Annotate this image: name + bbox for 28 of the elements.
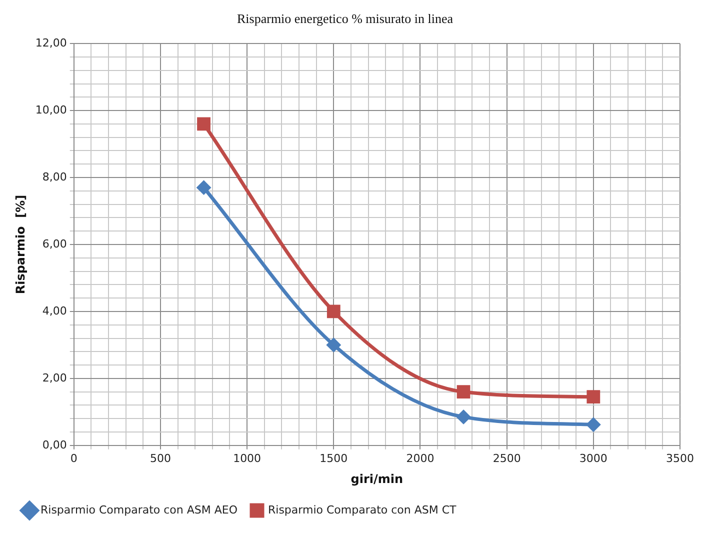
x-tick-label: 3500 [666, 452, 694, 465]
point [456, 385, 470, 399]
y-tick-label: 10,00 [35, 103, 67, 116]
point [456, 410, 470, 424]
x-tick-label: 2500 [492, 452, 521, 465]
x-tick-label: 3000 [579, 452, 608, 465]
y-axis-title: Risparmio [%] [13, 194, 28, 294]
y-tick-label: 8,00 [42, 170, 67, 184]
y-tick-label: 6,00 [42, 237, 67, 250]
legend-label: Risparmio Comparato con ASM CT [268, 503, 457, 516]
x-axis-title: giri/min [350, 472, 404, 486]
x-tick-label: 1000 [233, 452, 262, 465]
point [586, 390, 600, 404]
chart-title: Risparmio energetico % misurato in linea [236, 11, 454, 26]
point [326, 304, 340, 318]
y-tick-label: 12,00 [35, 36, 67, 50]
y-tick-label: 2,00 [42, 371, 67, 384]
point [197, 180, 211, 194]
x-tick-label: 2000 [406, 452, 434, 465]
y-tick-label: 0,00 [42, 438, 67, 452]
y-tick-label: 4,00 [42, 304, 67, 318]
legend-label: Risparmio Comparato con ASM AEO [40, 503, 238, 516]
x-tick-label: 1500 [320, 452, 348, 465]
x-tick-label: 0 [70, 452, 78, 465]
x-tick-label: 500 [150, 452, 171, 465]
point [197, 117, 210, 131]
point [586, 418, 600, 432]
point [326, 338, 340, 352]
